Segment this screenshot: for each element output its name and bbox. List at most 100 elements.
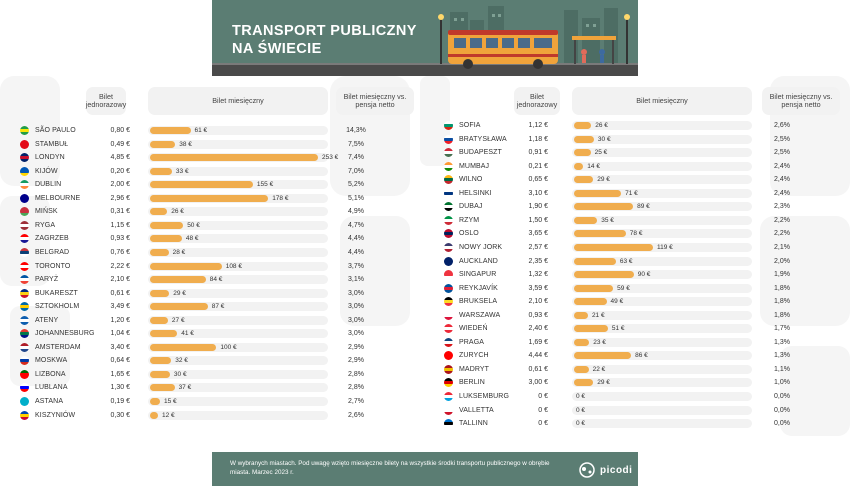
table-row: TORONTO 2,22 € 108 € 3,7% xyxy=(20,260,420,273)
single-ticket-price: 0,64 € xyxy=(110,357,130,365)
bar-track xyxy=(572,419,752,429)
flag-icon xyxy=(444,148,453,158)
salary-ratio-value: 3,0% xyxy=(348,330,364,338)
single-ticket-price: 3,59 € xyxy=(528,284,548,292)
monthly-ticket-label: 37 € xyxy=(178,384,192,392)
bar-track xyxy=(572,134,752,144)
monthly-ticket-bar xyxy=(574,325,608,333)
monthly-ticket-label: 33 € xyxy=(175,167,189,175)
bar-track xyxy=(572,188,752,198)
flag-icon xyxy=(20,275,29,285)
salary-ratio-value: 2,5% xyxy=(774,149,790,157)
monthly-ticket-label: 100 € xyxy=(220,343,237,351)
single-ticket-price: 1,90 € xyxy=(528,203,548,211)
monthly-ticket-bar xyxy=(150,262,222,270)
table-row: HELSINKI 3,10 € 71 € 2,4% xyxy=(444,187,844,200)
city-name: BERLIN xyxy=(459,379,485,387)
monthly-ticket-bar xyxy=(574,243,654,251)
bar-track xyxy=(572,324,752,334)
single-ticket-price: 0 € xyxy=(538,420,548,428)
salary-ratio-value: 2,4% xyxy=(774,189,790,197)
table-row: MUMBAJ 0,21 € 14 € 2,4% xyxy=(444,160,844,173)
salary-ratio-value: 2,9% xyxy=(348,343,364,351)
flag-icon xyxy=(20,153,29,163)
bar-track xyxy=(572,175,752,185)
salary-ratio-value: 14,3% xyxy=(346,127,366,134)
picodi-logo-icon xyxy=(579,462,595,478)
title-line-2: NA ŚWIECIE xyxy=(232,41,322,57)
city-name: MADRYT xyxy=(459,365,490,373)
bar-track xyxy=(148,139,328,149)
monthly-ticket-label: 59 € xyxy=(617,284,630,292)
single-ticket-price: 2,10 € xyxy=(110,276,130,284)
city-name: BRUKSELA xyxy=(459,298,498,306)
salary-ratio-value: 2,4% xyxy=(774,162,790,170)
single-ticket-price: 1,30 € xyxy=(110,384,130,392)
page-title: TRANSPORT PUBLICZNY NA ŚWIECIE xyxy=(232,22,417,58)
bar-track xyxy=(148,397,328,406)
table-row: SÃO PAULO 0,80 € 61 € 14,3% xyxy=(20,124,420,137)
flag-icon xyxy=(444,188,453,198)
monthly-ticket-label: 0 € xyxy=(576,393,586,400)
monthly-ticket-label: 253 € xyxy=(322,154,339,162)
flag-icon xyxy=(444,256,453,266)
single-ticket-price: 1,18 € xyxy=(528,135,548,143)
salary-ratio-value: 2,8% xyxy=(348,370,364,378)
monthly-ticket-bar xyxy=(150,221,184,229)
bar-track xyxy=(148,275,328,285)
table-row: REYKJAVÍK 3,59 € 59 € 1,8% xyxy=(444,282,844,295)
bar-track xyxy=(148,383,328,393)
city-name: RYGA xyxy=(35,221,56,229)
monthly-ticket-bar xyxy=(574,352,632,360)
monthly-ticket-bar xyxy=(150,411,158,419)
single-ticket-price: 1,65 € xyxy=(110,370,130,378)
salary-ratio-value: 3,0% xyxy=(348,303,364,311)
monthly-ticket-bar xyxy=(150,181,253,189)
flag-icon xyxy=(444,419,453,429)
city-name: PRAGA xyxy=(459,338,485,346)
bar-track xyxy=(148,220,328,230)
bar-track xyxy=(572,310,752,320)
table-row: BERLIN 3,00 € 29 € 1,0% xyxy=(444,376,844,389)
single-ticket-price: 1,12 € xyxy=(528,122,548,129)
single-ticket-price: 1,69 € xyxy=(528,338,548,346)
table-row: DUBLIN 2,00 € 155 € 5,2% xyxy=(20,178,420,191)
single-ticket-price: 2,40 € xyxy=(528,325,548,333)
salary-ratio-value: 4,9% xyxy=(348,208,364,216)
salary-ratio-value: 1,0% xyxy=(774,379,790,387)
city-name: ZURYCH xyxy=(459,352,489,360)
single-ticket-price: 0,49 € xyxy=(110,140,130,148)
bar-track xyxy=(572,351,752,361)
city-name: LIZBONA xyxy=(35,370,66,378)
salary-ratio-value: 0,0% xyxy=(774,406,790,414)
flag-icon xyxy=(20,302,29,312)
monthly-ticket-label: 30 € xyxy=(597,135,611,143)
monthly-ticket-label: 29 € xyxy=(597,379,610,387)
monthly-ticket-label: 38 € xyxy=(179,140,192,148)
bar-track xyxy=(148,261,328,271)
table-row: MADRYT 0,61 € 22 € 1,1% xyxy=(444,363,844,376)
table-row: OSLO 3,65 € 78 € 2,2% xyxy=(444,227,844,240)
salary-ratio-value: 1,8% xyxy=(774,298,790,306)
table-row: SINGAPUR 1,32 € 90 € 1,9% xyxy=(444,268,844,281)
table-row: AMSTERDAM 3,40 € 100 € 2,9% xyxy=(20,341,420,354)
table-row: ZURYCH 4,44 € 86 € 1,3% xyxy=(444,349,844,362)
monthly-ticket-label: 155 € xyxy=(256,181,274,189)
salary-ratio-value: 2,6% xyxy=(774,122,790,129)
header-single-ticket-left: Bilet jednorazowy xyxy=(86,87,126,115)
single-ticket-price: 0,20 € xyxy=(110,167,130,175)
monthly-ticket-bar xyxy=(574,284,614,292)
monthly-ticket-bar xyxy=(150,194,269,202)
monthly-ticket-label: 26 € xyxy=(595,122,608,129)
city-name: MOSKWA xyxy=(35,357,68,365)
monthly-ticket-bar xyxy=(150,370,170,378)
bar-track xyxy=(572,215,752,225)
city-name: NOWY JORK xyxy=(459,243,503,251)
monthly-ticket-label: 32 € xyxy=(175,357,188,365)
city-name: WIEDEŃ xyxy=(459,325,488,333)
bar-track xyxy=(148,342,328,352)
monthly-ticket-label: 25 € xyxy=(594,149,608,157)
flag-icon xyxy=(20,342,29,352)
table-row: KIJÓW 0,20 € 33 € 7,0% xyxy=(20,165,420,178)
city-name: SÃO PAULO xyxy=(35,127,76,134)
